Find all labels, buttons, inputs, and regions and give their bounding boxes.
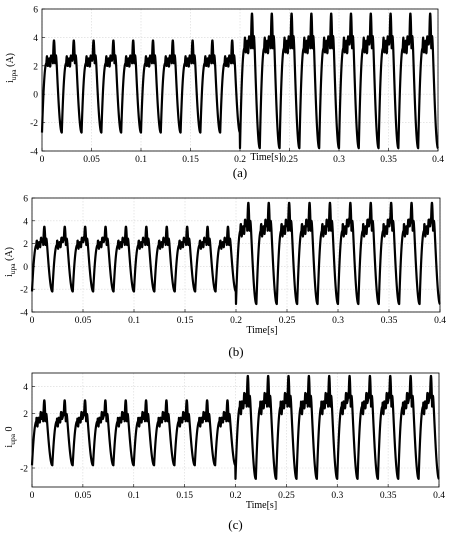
x-tick-label: 0.3	[333, 155, 345, 165]
y-tick-label: -2	[20, 465, 28, 475]
y-tick-label: 0	[33, 91, 38, 101]
x-tick-label: 0.2	[234, 155, 246, 165]
x-axis-label: Time[s]	[246, 325, 277, 336]
x-tick-label: 0.05	[83, 155, 100, 165]
x-tick-label: 0.1	[128, 316, 140, 326]
panel-caption: (a)	[233, 165, 247, 180]
y-tick-label: 2	[23, 240, 28, 250]
x-tick-label: 0.35	[380, 155, 397, 165]
x-tick-label: 0.4	[432, 155, 444, 165]
x-tick-label: 0.3	[332, 316, 344, 326]
y-tick-label: 0	[23, 263, 28, 273]
x-tick-label: 0.35	[381, 316, 398, 326]
x-tick-label: 0.25	[278, 491, 295, 501]
x-tick-label: 0.2	[230, 316, 242, 326]
x-tick-label: 0.2	[230, 491, 242, 501]
x-tick-label: 0	[30, 316, 35, 326]
x-tick-label: 0.15	[182, 155, 199, 165]
panel-caption: (c)	[228, 517, 242, 532]
x-tick-label: 0.1	[135, 155, 147, 165]
x-tick-label: 0.35	[380, 491, 397, 501]
x-tick-label: 0.05	[75, 491, 92, 501]
x-tick-label: 0.1	[128, 491, 140, 501]
y-axis-label: iupa (A)	[5, 53, 18, 83]
x-tick-label: 0.3	[331, 491, 343, 501]
y-axis-label: iupa (A)	[4, 247, 17, 277]
chart-panel-3: 0 0.05 0.1 0.15 0.2 0.25 0.3 0.35 0.4 -2 2 4 Time[s]…	[4, 372, 445, 532]
x-tick-label: 0	[30, 491, 35, 501]
series-line-iupa	[30, 201, 441, 306]
x-tick-label: 0.15	[176, 491, 193, 501]
y-axis-label: iupa 0	[4, 426, 17, 447]
x-tick-label: 0.4	[434, 316, 446, 326]
x-axis-label: Time[s]	[250, 152, 281, 163]
chart-panel-1: 0 0.05 0.1 0.15 0.2 0.25 0.3 0.35 0.4 -4 -2 0 2 4 6 Tim…	[5, 6, 444, 181]
y-tick-label: -4	[30, 148, 38, 158]
y-tick-label: 6	[33, 6, 38, 16]
x-tick-label: 0.15	[177, 316, 194, 326]
panel-caption: (b)	[228, 344, 243, 359]
y-tick-label: -4	[20, 309, 28, 319]
y-tick-label: 6	[23, 195, 28, 205]
y-tick-label: 2	[23, 410, 28, 420]
y-tick-label: 2	[33, 62, 38, 72]
series-line-iupa	[30, 374, 440, 480]
y-tick-label: 4	[33, 34, 38, 44]
x-axis-label: Time[s]	[246, 500, 277, 511]
x-tick-label: 0.25	[281, 155, 298, 165]
y-tick-label: 4	[23, 217, 28, 227]
x-tick-label: 0	[40, 155, 45, 165]
x-tick-label: 0.05	[75, 316, 92, 326]
x-tick-label: 0.25	[279, 316, 296, 326]
x-tick-label: 0.4	[433, 491, 445, 501]
y-tick-label: -2	[30, 119, 38, 129]
y-tick-label: -2	[20, 286, 28, 296]
chart-panel-2: 0 0.05 0.1 0.15 0.2 0.25 0.3 0.35 0.4 -4 -2 0 2 4 6 Tim…	[4, 195, 446, 360]
y-tick-label: 4	[23, 383, 28, 393]
